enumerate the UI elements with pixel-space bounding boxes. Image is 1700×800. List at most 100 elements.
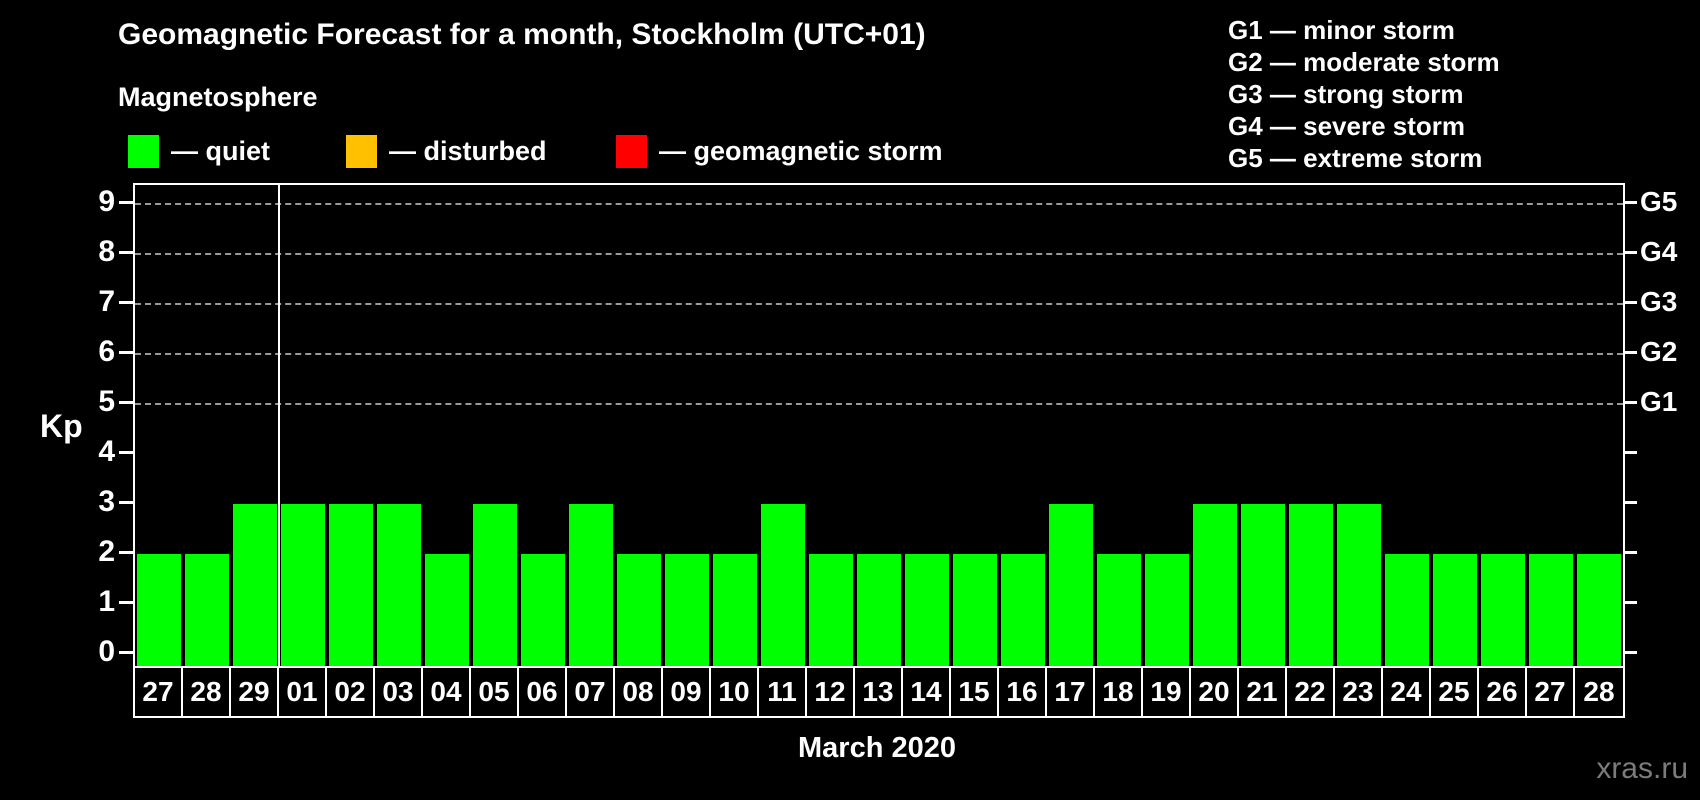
y-axis-tick — [1623, 451, 1637, 454]
kp-bar — [185, 554, 229, 670]
kp-bar — [1049, 504, 1093, 670]
kp-bar — [281, 504, 325, 670]
legend-label-disturbed: — disturbed — [389, 135, 547, 166]
day-label: 11 — [759, 668, 807, 716]
day-label: 13 — [855, 668, 903, 716]
y-axis-tick-label: 7 — [98, 285, 115, 318]
g-level-label-g4: G4 — [1640, 236, 1678, 267]
y-axis-title-kp: Kp — [40, 408, 83, 444]
day-label: 04 — [423, 668, 471, 716]
kp-bar — [425, 554, 469, 670]
day-label: 29 — [231, 668, 279, 716]
g-scale-line-g4: G4 — severe storm — [1228, 111, 1466, 141]
day-label: 16 — [999, 668, 1047, 716]
day-label: 27 — [135, 668, 183, 716]
gridline-kp7 — [135, 303, 1623, 305]
day-label: 12 — [807, 668, 855, 716]
g-scale-line-g3: G3 — strong storm — [1228, 79, 1464, 109]
day-label: 03 — [375, 668, 423, 716]
storm-color-swatch — [616, 134, 647, 168]
day-label: 24 — [1383, 668, 1431, 716]
kp-bar — [1289, 504, 1333, 670]
g-level-label-g3: G3 — [1640, 286, 1678, 317]
legend-item-geomagnetic-storm: — geomagnetic storm — [616, 132, 943, 170]
legend-label-geomagnetic-storm: — geomagnetic storm — [659, 135, 943, 166]
y-axis-tick — [1623, 251, 1637, 254]
y-axis-tick — [119, 401, 133, 404]
kp-bar — [1097, 554, 1141, 670]
y-axis-tick — [1623, 401, 1637, 404]
kp-bar — [713, 554, 757, 670]
y-axis-tick — [1623, 601, 1637, 604]
y-axis-tick — [1623, 501, 1637, 504]
y-axis-tick — [119, 201, 133, 204]
kp-bar — [1337, 504, 1381, 670]
y-axis-tick — [1623, 651, 1637, 654]
page-title: Geomagnetic Forecast for a month, Stockh… — [118, 18, 926, 51]
y-axis-tick-label: 4 — [98, 435, 115, 468]
day-label: 02 — [327, 668, 375, 716]
kp-bar — [1001, 554, 1045, 670]
day-label: 22 — [1287, 668, 1335, 716]
y-axis-tick-label: 0 — [98, 635, 115, 668]
disturbed-color-swatch — [346, 134, 377, 168]
day-label: 26 — [1479, 668, 1527, 716]
watermark: xras.ru — [1596, 752, 1688, 785]
kp-bar — [1385, 554, 1429, 670]
y-axis-tick — [119, 551, 133, 554]
day-label: 08 — [615, 668, 663, 716]
legend-item-disturbed: — disturbed — [346, 132, 547, 170]
g-level-label-g5: G5 — [1640, 186, 1678, 217]
day-label: 17 — [1047, 668, 1095, 716]
kp-bar — [1193, 504, 1237, 670]
y-axis-tick-label: 3 — [98, 485, 115, 518]
kp-bar — [137, 554, 181, 670]
day-label: 07 — [567, 668, 615, 716]
y-axis-tick — [119, 351, 133, 354]
kp-bar — [473, 504, 517, 670]
magnetosphere-subtitle: Magnetosphere — [118, 82, 318, 112]
kp-bar — [1577, 554, 1621, 670]
kp-bar — [617, 554, 661, 670]
day-label: 27 — [1527, 668, 1575, 716]
y-axis-tick-label: 9 — [98, 185, 115, 218]
kp-bar — [953, 554, 997, 670]
y-axis-tick-label: 1 — [98, 585, 115, 618]
y-axis-tick — [119, 501, 133, 504]
y-axis-tick — [1623, 351, 1637, 354]
kp-bar — [521, 554, 565, 670]
x-axis-day-row: 27 28 29 01 02 03 04 05 06 07 08 09 10 11 12 13 14 15 16 17… — [133, 666, 1625, 718]
y-axis-tick-label: 5 — [98, 385, 115, 418]
kp-bar — [329, 504, 373, 670]
kp-bar — [905, 554, 949, 670]
kp-bar — [1145, 554, 1189, 670]
kp-bar — [809, 554, 853, 670]
day-label: 23 — [1335, 668, 1383, 716]
day-label: 21 — [1239, 668, 1287, 716]
y-axis-tick — [1623, 551, 1637, 554]
day-label: 05 — [471, 668, 519, 716]
month-separator-line — [278, 185, 280, 670]
day-label: 09 — [663, 668, 711, 716]
g-scale-line-g1: G1 — minor storm — [1228, 15, 1455, 45]
day-label: 19 — [1143, 668, 1191, 716]
g-scale-legend: G1 — minor storm G2 — moderate storm G3 … — [1228, 14, 1500, 174]
day-label: 06 — [519, 668, 567, 716]
y-axis-tick — [1623, 201, 1637, 204]
kp-bar — [1241, 504, 1285, 670]
y-axis-tick — [1623, 301, 1637, 304]
gridline-kp9 — [135, 203, 1623, 205]
day-label: 25 — [1431, 668, 1479, 716]
y-axis-tick — [119, 601, 133, 604]
y-axis-tick — [119, 451, 133, 454]
y-axis-tick — [119, 651, 133, 654]
kp-bar — [1529, 554, 1573, 670]
kp-bar — [1433, 554, 1477, 670]
g-level-label-g1: G1 — [1640, 386, 1678, 417]
kp-bar — [857, 554, 901, 670]
kp-bar — [761, 504, 805, 670]
gridline-kp8 — [135, 253, 1623, 255]
y-axis-tick-label: 8 — [98, 235, 115, 268]
day-label: 28 — [183, 668, 231, 716]
